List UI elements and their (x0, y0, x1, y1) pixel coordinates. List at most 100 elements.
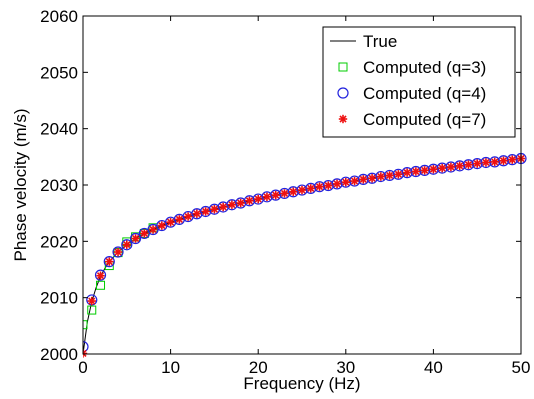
data-point (341, 177, 350, 187)
legend-label: Computed (q=3) (363, 58, 486, 77)
legend-label: True (363, 32, 397, 51)
data-point (376, 172, 386, 181)
legend-entry: Computed (q=7) (338, 110, 486, 129)
data-point (340, 176, 352, 188)
y-axis-label: Phase velocity (m/s) (11, 108, 30, 261)
data-point (419, 164, 431, 176)
data-point (210, 205, 219, 214)
data-point (245, 196, 254, 205)
data-point (129, 232, 142, 245)
data-point (402, 168, 412, 177)
data-point (481, 158, 491, 167)
data-point (262, 192, 272, 202)
data-point (271, 190, 280, 200)
data-point (217, 201, 229, 213)
legend-entry: Computed (q=3) (338, 58, 486, 77)
data-point (83, 349, 88, 358)
data-point (166, 217, 175, 227)
data-point (506, 154, 518, 166)
legend-marker (337, 87, 349, 99)
data-point (226, 199, 238, 211)
y-tick-label: 2050 (40, 63, 78, 82)
data-point (208, 203, 220, 215)
data-point (445, 161, 457, 173)
data-point (236, 198, 245, 208)
data-point (227, 200, 237, 209)
data-point (462, 159, 475, 171)
data-point (183, 212, 193, 221)
data-point (122, 240, 131, 249)
legend-marker (338, 62, 348, 72)
data-point (437, 163, 447, 173)
data-point (464, 160, 473, 169)
data-point (429, 165, 438, 174)
legend-label: Computed (q=7) (363, 110, 486, 129)
data-point (87, 296, 96, 306)
legend: True Computed (q=3) Computed (q=4) Computed… (322, 26, 516, 138)
y-tick-label: 2010 (40, 289, 78, 308)
data-point (289, 187, 298, 196)
data-point (446, 162, 456, 172)
data-point (201, 207, 210, 216)
data-point (490, 157, 499, 167)
data-point (384, 169, 396, 182)
data-point (121, 239, 133, 251)
data-point (96, 280, 106, 290)
legend-entry: Computed (q=4) (337, 84, 486, 103)
data-point (497, 155, 510, 167)
y-tick-label: 2000 (40, 345, 78, 364)
data-point (306, 184, 315, 193)
data-point (508, 155, 517, 164)
legend-box (322, 26, 516, 138)
legend-label: Computed (q=4) (363, 84, 486, 103)
data-point (305, 182, 317, 194)
data-point (348, 175, 361, 187)
y-tick-label: 2040 (40, 120, 78, 139)
data-point (175, 215, 184, 224)
data-point (83, 341, 89, 353)
data-point (96, 271, 105, 280)
data-point (254, 194, 263, 204)
data-point (157, 221, 167, 230)
data-point (394, 170, 403, 179)
data-point (218, 202, 228, 212)
data-point (455, 161, 464, 171)
data-point (87, 305, 97, 315)
x-tick-label: 50 (512, 358, 531, 377)
data-point (105, 257, 114, 266)
series-computed-q-7 (83, 154, 526, 358)
x-tick-label: 10 (161, 358, 180, 377)
data-point (103, 256, 115, 268)
series-computed-q-4 (83, 152, 527, 353)
data-point (350, 176, 359, 186)
data-point (385, 171, 394, 180)
data-point (410, 165, 422, 178)
data-point (287, 186, 299, 198)
data-point (131, 234, 140, 243)
data-point (331, 178, 343, 190)
data-point (411, 167, 421, 176)
data-point (192, 209, 202, 218)
data-point (191, 208, 203, 220)
data-point (322, 179, 334, 192)
data-point (375, 170, 387, 183)
data-point (499, 156, 508, 165)
data-point (454, 160, 466, 172)
data-point (420, 166, 429, 175)
data-point (94, 269, 107, 281)
data-point (261, 191, 273, 203)
data-point (324, 181, 333, 190)
data-point (436, 162, 448, 174)
x-tick-label: 30 (336, 358, 355, 377)
data-point (140, 229, 149, 238)
plot-area (83, 152, 527, 358)
data-point (427, 163, 439, 175)
data-point (252, 193, 264, 205)
data-point (367, 174, 377, 183)
x-tick-label: 0 (78, 358, 87, 377)
data-point (401, 167, 413, 179)
data-point (357, 173, 369, 185)
data-point (280, 189, 289, 198)
data-point (148, 225, 158, 234)
